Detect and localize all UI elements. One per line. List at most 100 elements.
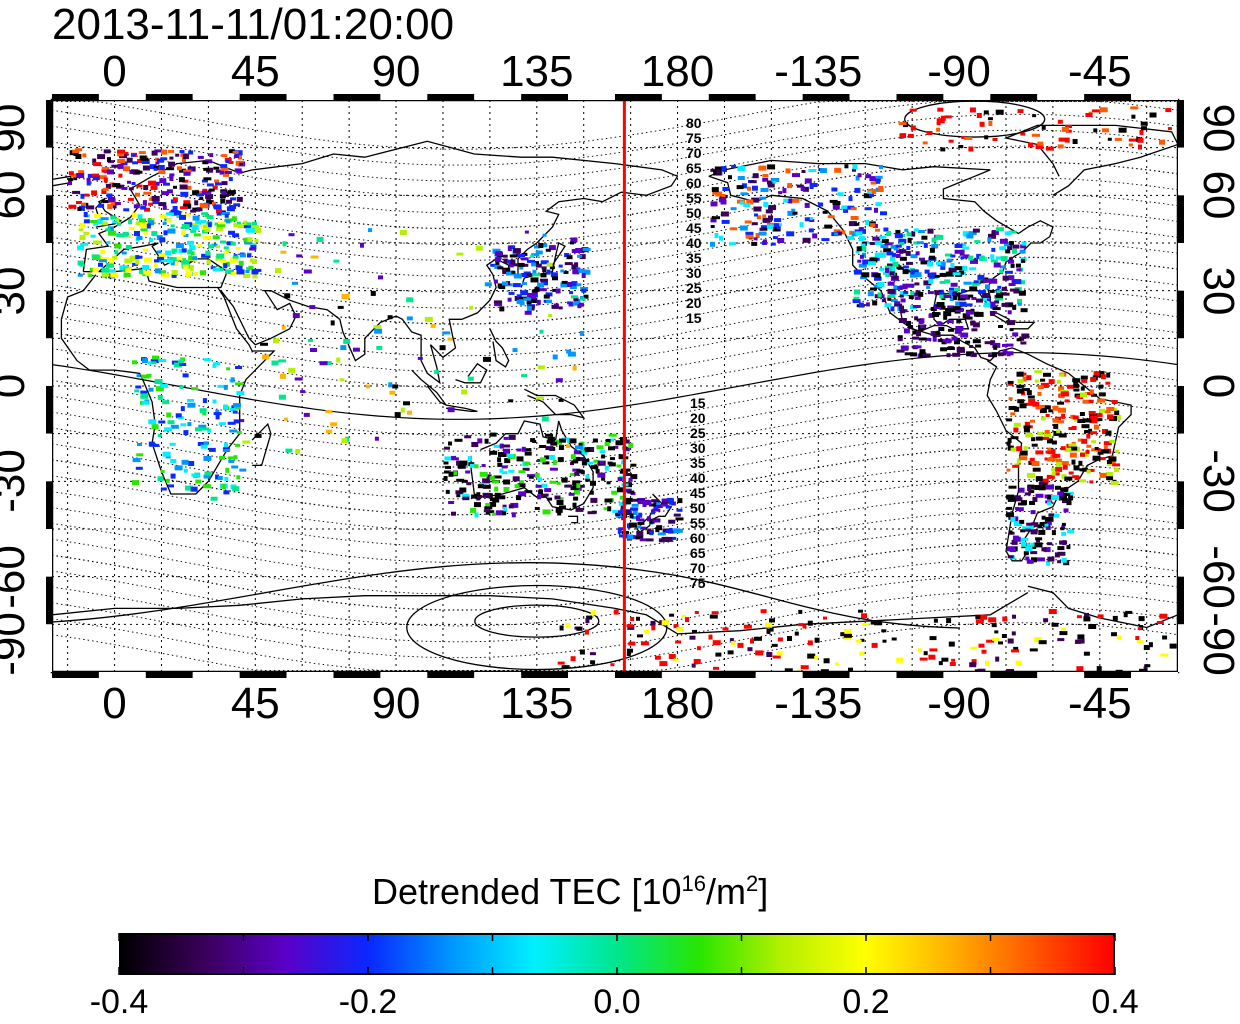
contour-label-south: 20 bbox=[690, 410, 706, 426]
tec-point bbox=[153, 262, 158, 268]
tec-point bbox=[937, 261, 946, 267]
tec-point bbox=[519, 266, 524, 270]
tec-point bbox=[1125, 610, 1133, 614]
contour-label-south: 50 bbox=[690, 500, 706, 516]
tec-point bbox=[745, 231, 754, 235]
tec-point bbox=[872, 273, 881, 278]
right-lat-tick-label: 60 bbox=[1194, 170, 1240, 220]
tec-point bbox=[117, 153, 125, 157]
tec-point bbox=[1047, 438, 1053, 444]
tec-point bbox=[834, 167, 842, 173]
tec-point bbox=[971, 352, 977, 357]
tec-point bbox=[523, 297, 532, 301]
tec-point bbox=[571, 264, 577, 270]
tec-point bbox=[142, 200, 147, 206]
top-axis-bar bbox=[755, 94, 803, 100]
tec-point bbox=[814, 655, 819, 660]
tec-point bbox=[814, 637, 820, 643]
tec-point bbox=[990, 301, 996, 307]
tec-point bbox=[239, 253, 246, 258]
tec-point bbox=[736, 185, 744, 190]
contour-label-north: 35 bbox=[686, 250, 702, 266]
tec-point bbox=[143, 232, 148, 236]
tec-point bbox=[1034, 379, 1039, 383]
tec-point bbox=[288, 367, 296, 373]
tec-point bbox=[112, 183, 121, 188]
tec-point bbox=[120, 161, 128, 166]
left-axis-bar bbox=[46, 338, 52, 386]
tec-point bbox=[1041, 521, 1047, 526]
top-axis-bar bbox=[943, 94, 991, 100]
tec-point bbox=[526, 306, 532, 311]
tec-point bbox=[462, 495, 470, 501]
tec-point bbox=[149, 238, 153, 243]
tec-point bbox=[783, 198, 789, 203]
tec-point bbox=[495, 251, 503, 256]
tec-point bbox=[651, 509, 655, 515]
tec-point bbox=[288, 233, 295, 237]
tec-point bbox=[650, 620, 656, 626]
tec-point bbox=[851, 216, 856, 220]
tec-point bbox=[135, 221, 140, 226]
tec-point bbox=[492, 512, 497, 516]
top-axis-bar bbox=[1131, 94, 1178, 100]
tec-point bbox=[980, 618, 984, 622]
tec-point bbox=[1159, 139, 1165, 145]
tec-point bbox=[1169, 643, 1177, 649]
tec-point bbox=[991, 230, 996, 236]
tec-point bbox=[476, 492, 481, 497]
tec-point bbox=[712, 216, 720, 220]
tec-point bbox=[508, 469, 515, 473]
tec-point bbox=[456, 478, 465, 482]
tec-point bbox=[1093, 371, 1100, 377]
top-axis-bar bbox=[1037, 94, 1085, 100]
tec-point bbox=[1010, 412, 1016, 416]
tec-point bbox=[92, 173, 99, 177]
tec-point bbox=[668, 527, 673, 532]
tec-point bbox=[187, 265, 194, 269]
tec-point bbox=[498, 452, 504, 457]
tec-point bbox=[191, 387, 199, 391]
right-axis-bar bbox=[1178, 529, 1184, 577]
tec-point bbox=[254, 227, 262, 233]
tec-point bbox=[403, 401, 410, 406]
tec-point bbox=[1061, 525, 1066, 529]
tec-point bbox=[577, 304, 582, 309]
tec-point bbox=[471, 442, 479, 447]
tec-point bbox=[392, 384, 399, 389]
tec-point bbox=[676, 508, 683, 512]
tec-point bbox=[123, 166, 131, 172]
tec-point bbox=[1021, 537, 1029, 541]
tec-point bbox=[168, 484, 174, 488]
tec-point bbox=[1037, 391, 1042, 396]
tec-point bbox=[964, 316, 973, 320]
tec-point bbox=[595, 469, 600, 474]
tec-point bbox=[246, 267, 251, 272]
tec-point bbox=[567, 301, 572, 305]
tec-point bbox=[582, 269, 591, 275]
magnetic-contour bbox=[52, 479, 1178, 547]
tec-point bbox=[881, 299, 886, 303]
right-lat-tick-label: 30 bbox=[1194, 266, 1240, 316]
tec-point bbox=[552, 288, 558, 292]
tec-point bbox=[940, 115, 946, 121]
magnetic-contour bbox=[52, 145, 1178, 214]
tec-point bbox=[151, 196, 160, 201]
tec-point bbox=[997, 285, 1002, 289]
colorbar-label: Detrended TEC [1016/m2] bbox=[372, 871, 769, 912]
tec-point bbox=[206, 259, 211, 265]
tec-point bbox=[219, 194, 226, 199]
tec-point bbox=[632, 510, 638, 515]
tec-point bbox=[434, 369, 440, 374]
tec-point bbox=[1030, 551, 1038, 555]
tec-point bbox=[778, 191, 783, 195]
tec-point bbox=[821, 238, 830, 242]
tec-point bbox=[152, 355, 159, 360]
tec-point bbox=[68, 171, 74, 176]
tec-point bbox=[1012, 304, 1017, 310]
tec-point bbox=[543, 294, 550, 299]
tec-point bbox=[988, 233, 996, 239]
tec-point bbox=[990, 311, 996, 316]
tec-point bbox=[1053, 423, 1059, 429]
magnetic-contour bbox=[52, 526, 1178, 595]
